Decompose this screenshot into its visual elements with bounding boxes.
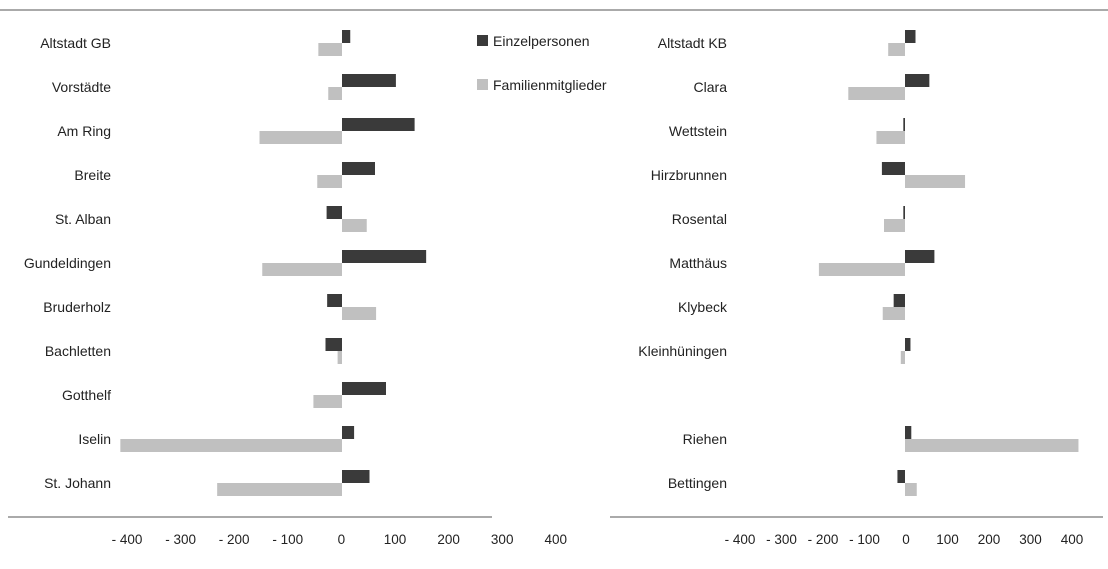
right-category-label: Riehen	[683, 431, 727, 447]
left-category-label: St. Johann	[44, 475, 111, 491]
left-bar-familienmitglieder	[328, 87, 342, 100]
right-category-label: Hirzbrunnen	[651, 167, 727, 183]
left-tick-label: 300	[491, 532, 514, 547]
left-bar-familienmitglieder	[342, 219, 367, 232]
right-tick-label: 200	[978, 532, 1001, 547]
left-tick-label: - 100	[272, 532, 303, 547]
left-tick-label: 200	[437, 532, 460, 547]
left-category-label: Am Ring	[57, 123, 111, 139]
left-category-label: Breite	[74, 167, 111, 183]
left-tick-label: 400	[545, 532, 568, 547]
left-bar-einzelpersonen	[326, 206, 342, 219]
right-bar-einzelpersonen	[905, 338, 911, 351]
right-tick-label: - 300	[766, 532, 797, 547]
left-tick-label: - 300	[165, 532, 196, 547]
left-category-label: Altstadt GB	[40, 35, 111, 51]
legend-swatch-familienmitglieder	[477, 79, 488, 90]
left-bar-einzelpersonen	[342, 250, 427, 263]
left-bar-einzelpersonen	[325, 338, 342, 351]
right-category-label: Matthäus	[669, 255, 727, 271]
left-bar-familienmitglieder	[318, 43, 342, 56]
right-bar-familienmitglieder	[888, 43, 905, 56]
right-bar-familienmitglieder	[900, 351, 905, 364]
right-panel: Altstadt KB Clara Wettstein Hirzbrunnen Rose…	[610, 30, 1103, 547]
right-bar-familienmitglieder	[876, 131, 905, 144]
left-bar-einzelpersonen	[342, 382, 386, 395]
left-bar-familienmitglieder	[337, 351, 342, 364]
right-bar-familienmitglieder	[905, 483, 917, 496]
left-bar-einzelpersonen	[342, 162, 375, 175]
left-bar-familienmitglieder	[313, 395, 342, 408]
right-bar-einzelpersonen	[905, 74, 930, 87]
left-tick-label: - 200	[219, 532, 250, 547]
left-category-label: Bachletten	[45, 343, 111, 359]
right-bar-familienmitglieder	[818, 263, 905, 276]
legend-label-einzelpersonen: Einzelpersonen	[493, 33, 590, 49]
right-category-label: Rosental	[672, 211, 727, 227]
left-category-label: Vorstädte	[52, 79, 111, 95]
right-category-label: Klybeck	[678, 299, 728, 315]
left-tick-label: - 400	[112, 532, 143, 547]
left-category-label: Gundeldingen	[24, 255, 111, 271]
right-bar-einzelpersonen	[905, 30, 916, 43]
legend-swatch-einzelpersonen	[477, 35, 488, 46]
left-category-label: St. Alban	[55, 211, 111, 227]
left-bar-einzelpersonen	[327, 294, 342, 307]
left-panel: Altstadt GB Vorstädte Am Ring Breite St. Alb…	[8, 30, 567, 547]
right-category-label: Clara	[694, 79, 728, 95]
right-category-label: Altstadt KB	[658, 35, 727, 51]
right-bar-familienmitglieder	[905, 439, 1079, 452]
left-bar-familienmitglieder	[259, 131, 342, 144]
left-category-label: Iselin	[78, 431, 111, 447]
right-tick-label: 0	[902, 532, 910, 547]
right-bar-familienmitglieder	[905, 175, 966, 188]
left-bar-familienmitglieder	[317, 175, 342, 188]
left-category-label: Bruderholz	[43, 299, 111, 315]
right-bar-familienmitglieder	[848, 87, 905, 100]
left-tick-label: 0	[338, 532, 346, 547]
left-bar-familienmitglieder	[120, 439, 342, 452]
right-category-label: Wettstein	[669, 123, 727, 139]
left-bar-familienmitglieder	[342, 307, 377, 320]
left-bar-einzelpersonen	[342, 30, 351, 43]
right-tick-label: - 200	[808, 532, 839, 547]
left-bar-familienmitglieder	[217, 483, 342, 496]
right-tick-label: - 100	[849, 532, 880, 547]
right-category-label: Kleinhüningen	[638, 343, 727, 359]
right-bar-einzelpersonen	[903, 118, 905, 131]
legend-label-familienmitglieder: Familienmitglieder	[493, 77, 607, 93]
right-bar-einzelpersonen	[905, 250, 935, 263]
right-bar-einzelpersonen	[897, 470, 905, 483]
left-bar-einzelpersonen	[342, 470, 370, 483]
right-tick-label: 100	[936, 532, 959, 547]
legend: Einzelpersonen Familienmitglieder	[477, 33, 607, 93]
left-bar-einzelpersonen	[342, 74, 396, 87]
left-bar-einzelpersonen	[342, 426, 355, 439]
right-bar-familienmitglieder	[884, 219, 905, 232]
right-tick-label: 400	[1061, 532, 1084, 547]
right-bar-familienmitglieder	[882, 307, 905, 320]
left-category-label: Gotthelf	[62, 387, 111, 403]
left-tick-label: 100	[384, 532, 407, 547]
left-bar-familienmitglieder	[262, 263, 342, 276]
right-category-label: Bettingen	[668, 475, 727, 491]
left-bar-einzelpersonen	[342, 118, 415, 131]
right-tick-label: 300	[1019, 532, 1042, 547]
right-bar-einzelpersonen	[893, 294, 905, 307]
right-tick-label: - 400	[725, 532, 756, 547]
right-bar-einzelpersonen	[905, 426, 912, 439]
right-bar-einzelpersonen	[903, 206, 905, 219]
right-bar-einzelpersonen	[881, 162, 905, 175]
